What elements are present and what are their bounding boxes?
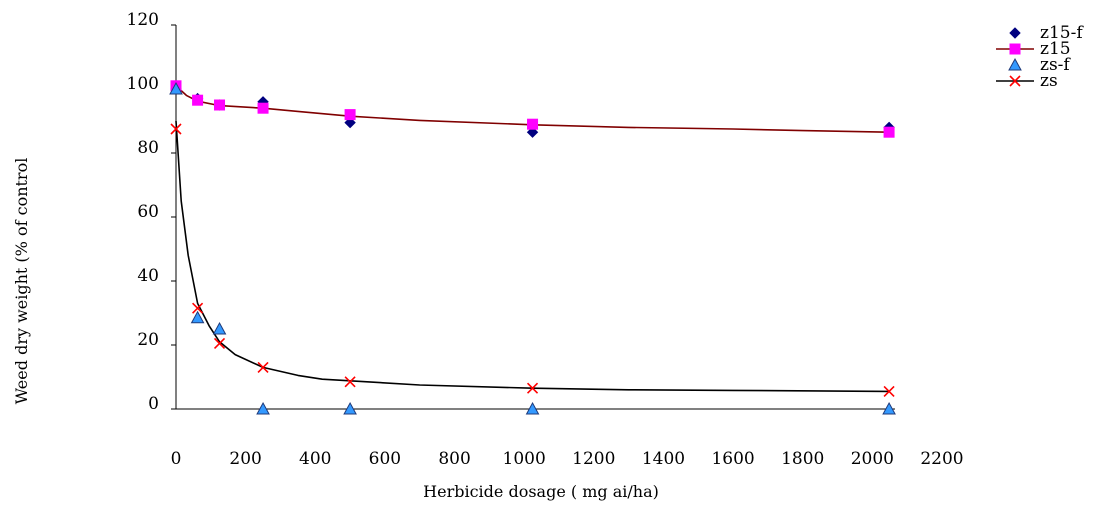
data-point-z15 — [257, 102, 269, 114]
data-point-zs — [526, 382, 539, 394]
legend-label-z15-f: z15-f — [1040, 23, 1084, 43]
legend-marker-zs — [1009, 75, 1021, 87]
x-tick-label: 1000 — [503, 449, 546, 469]
data-point-z15 — [192, 94, 204, 106]
y-tick-label: 60 — [137, 202, 159, 222]
data-point-zs — [170, 123, 182, 135]
data-point-zs-f — [190, 310, 205, 324]
data-point-z15 — [883, 126, 895, 138]
data-point-zs-f — [525, 401, 540, 415]
legend-marker-zs-f — [1008, 57, 1022, 71]
data-point-zs — [192, 302, 204, 314]
data-point-z15 — [214, 99, 226, 111]
x-tick-label: 2000 — [851, 449, 894, 469]
x-axis-label: Herbicide dosage ( mg ai/ha) — [423, 482, 659, 501]
legend-marker-z15-f — [1009, 27, 1021, 39]
data-point-zs — [883, 385, 895, 397]
y-axis-label: Weed dry weight (% of control — [12, 158, 31, 405]
x-tick-label: 0 — [171, 449, 182, 469]
y-tick-label: 20 — [137, 330, 159, 350]
data-point-zs-f — [256, 401, 270, 415]
legend-marker-z15 — [1009, 43, 1021, 55]
data-point-zs-f — [343, 401, 357, 415]
data-point-zs — [213, 337, 226, 349]
x-tick-label: 2200 — [920, 449, 963, 469]
y-tick-label: 120 — [127, 10, 159, 30]
data-point-zs-f — [169, 81, 183, 95]
legend-label-zs: zs — [1040, 71, 1058, 91]
legend-label-z15: z15 — [1040, 39, 1071, 59]
x-tick-label: 400 — [299, 449, 331, 469]
data-point-zs — [344, 376, 356, 388]
x-tick-label: 1800 — [781, 449, 824, 469]
series-markers — [169, 80, 896, 415]
y-tick-label: 80 — [137, 138, 159, 158]
y-tick-label: 100 — [127, 74, 159, 94]
x-tick-label: 1200 — [572, 449, 615, 469]
y-tick-label: 40 — [137, 266, 159, 286]
data-point-zs-f — [882, 401, 896, 415]
data-point-zs — [257, 361, 269, 373]
x-tick-label: 600 — [369, 449, 401, 469]
x-tick-label: 200 — [229, 449, 261, 469]
x-tick-label: 1400 — [642, 449, 685, 469]
data-point-z15 — [344, 109, 356, 121]
y-tick-label: 0 — [148, 394, 159, 414]
data-point-zs-f — [212, 321, 227, 335]
series-line-zs — [175, 120, 890, 393]
data-point-z15 — [527, 118, 539, 130]
x-tick-label: 800 — [438, 449, 470, 469]
x-tick-label: 1600 — [711, 449, 754, 469]
legend-label-zs-f: zs-f — [1040, 55, 1071, 75]
